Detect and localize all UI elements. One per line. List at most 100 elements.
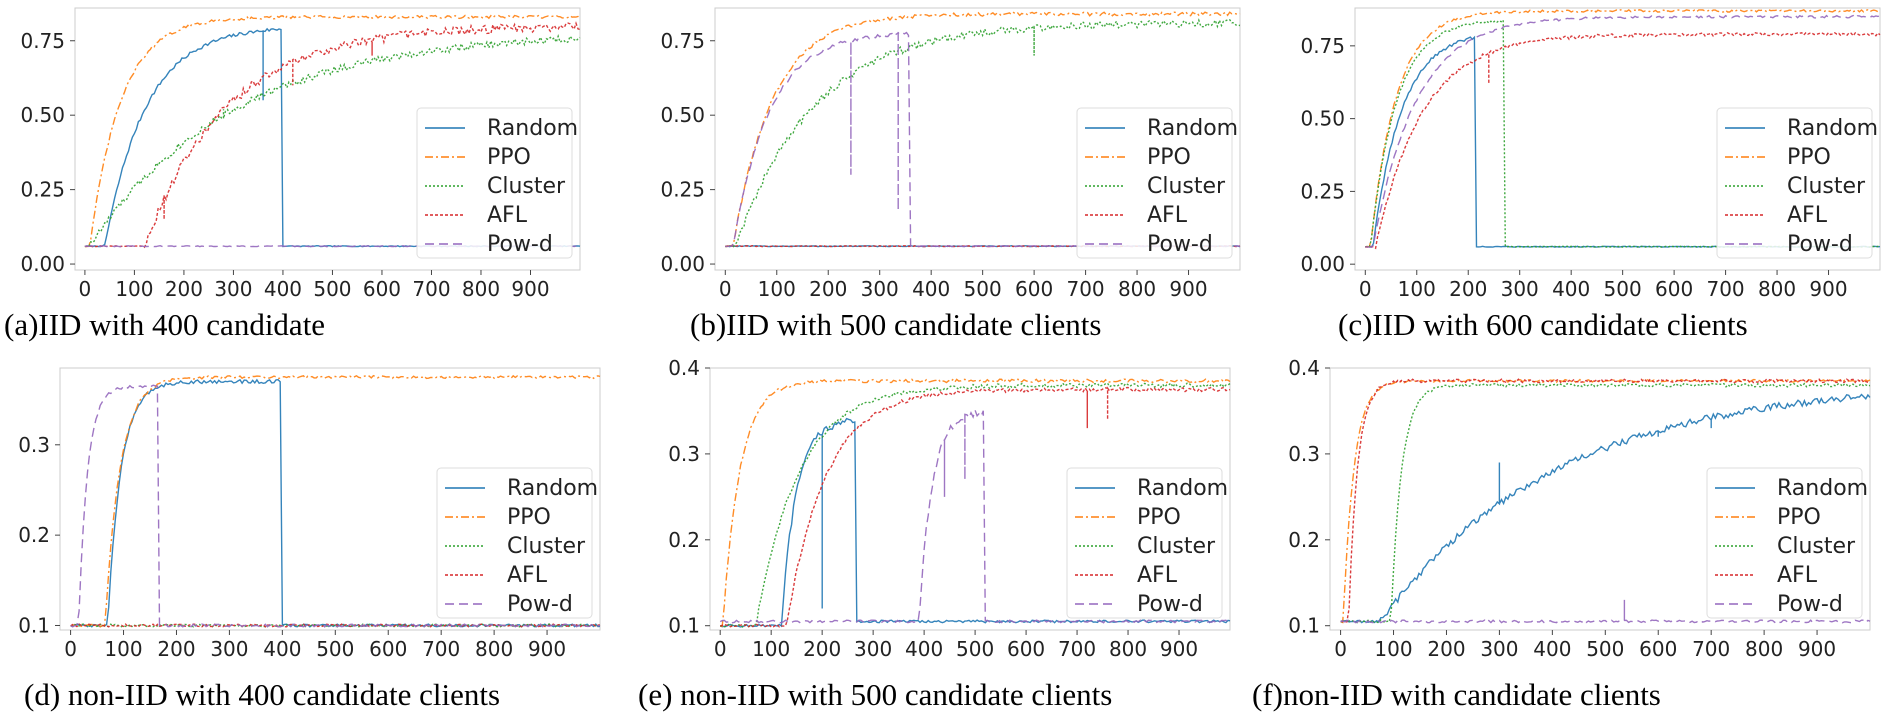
x-tick-label: 400 — [264, 277, 302, 301]
x-tick-label: 200 — [803, 637, 841, 661]
series-line-afl — [1365, 31, 1881, 250]
series-line-ppo — [720, 378, 1231, 628]
x-tick-label: 200 — [1427, 637, 1465, 661]
y-tick-label: 0.1 — [668, 614, 700, 638]
x-tick-label: 600 — [1639, 637, 1677, 661]
series-line-ppo — [725, 11, 1241, 248]
x-tick-label: 900 — [1798, 637, 1836, 661]
x-tick-label: 0 — [79, 277, 92, 301]
legend — [1076, 107, 1233, 259]
legend-label: Pow-d — [507, 592, 573, 617]
x-tick-label: 0 — [1334, 637, 1347, 661]
x-tick-label: 100 — [104, 637, 142, 661]
x-tick-label: 500 — [956, 637, 994, 661]
panel-e: (e) non-IID with 500 candidate clients 0… — [638, 356, 1231, 712]
legend — [436, 467, 593, 619]
x-tick-label: 800 — [1109, 637, 1147, 661]
legend-label: AFL — [487, 203, 528, 228]
plot-frame — [1329, 367, 1871, 631]
legend-label: Cluster — [487, 174, 566, 199]
series-line-cluster — [725, 18, 1241, 248]
x-tick-label: 400 — [905, 637, 943, 661]
y-tick-label: 0.3 — [1288, 442, 1320, 466]
x-tick-label: 200 — [157, 637, 195, 661]
panel-d: (d) non-IID with 400 candidate clients 0… — [18, 367, 601, 712]
legend — [1706, 467, 1863, 619]
legend-label: AFL — [1147, 203, 1188, 228]
panel-b: (b)IID with 500 candidate clients 0 100 20… — [660, 7, 1241, 342]
legend-label: AFL — [1137, 563, 1178, 588]
x-tick-label: 900 — [1160, 637, 1198, 661]
x-tick-label: 100 — [752, 637, 790, 661]
x-tick-label: 0 — [719, 277, 732, 301]
legend-label: PPO — [507, 505, 551, 530]
legend-label: PPO — [1777, 505, 1821, 530]
y-tick-label: 0.25 — [1300, 179, 1345, 203]
caption-b: (b)IID with 500 candidate clients — [690, 307, 1101, 342]
series-line-ppo — [70, 374, 601, 628]
x-tick-label: 200 — [165, 277, 203, 301]
legend-label: PPO — [1147, 145, 1191, 170]
x-tick-label: 700 — [1066, 277, 1104, 301]
y-tick-label: 0.25 — [660, 178, 705, 202]
caption-e: (e) non-IID with 500 candidate clients — [638, 677, 1112, 712]
y-tick-label: 0.50 — [20, 103, 65, 127]
y-tick-label: 0.00 — [660, 252, 705, 276]
y-tick-label: 0.1 — [1288, 614, 1320, 638]
y-tick-label: 0.75 — [1300, 34, 1345, 58]
x-tick-label: 500 — [313, 277, 351, 301]
caption-a: (a)IID with 400 candidate — [4, 307, 325, 342]
series-line-afl — [1340, 378, 1871, 623]
caption-c: (c)IID with 600 candidate clients — [1338, 307, 1748, 342]
y-tick-label: 0.4 — [668, 356, 700, 380]
series-line-afl — [84, 21, 581, 249]
x-tick-label: 800 — [1118, 277, 1156, 301]
x-tick-label: 400 — [1533, 637, 1571, 661]
legend-label: PPO — [1787, 145, 1831, 170]
x-tick-label: 600 — [369, 637, 407, 661]
legend-label: Random — [1777, 476, 1868, 501]
y-tick-label: 0.3 — [668, 442, 700, 466]
x-tick-label: 200 — [1449, 277, 1487, 301]
x-tick-label: 700 — [1058, 637, 1096, 661]
x-tick-label: 0 — [714, 637, 727, 661]
series-line-afl — [719, 386, 1231, 628]
x-tick-label: 500 — [964, 277, 1002, 301]
panel-f: (f)non-IID with candidate clients 0 100 20… — [1252, 356, 1871, 712]
legend-label: Random — [1137, 476, 1228, 501]
x-tick-label: 700 — [1692, 637, 1730, 661]
plot-frame — [714, 7, 1241, 271]
legend-label: Random — [1147, 116, 1238, 141]
x-tick-label: 0 — [1359, 277, 1372, 301]
x-tick-label: 300 — [861, 277, 899, 301]
x-tick-label: 800 — [462, 277, 500, 301]
legend-label: Pow-d — [1777, 592, 1843, 617]
legend-label: Cluster — [1137, 534, 1216, 559]
legend-label: Random — [507, 476, 598, 501]
series-line-random — [1340, 393, 1871, 624]
x-tick-label: 500 — [316, 637, 354, 661]
caption-d: (d) non-IID with 400 candidate clients — [24, 677, 500, 712]
x-tick-label: 900 — [1809, 277, 1847, 301]
x-tick-label: 100 — [115, 277, 153, 301]
legend-label: Pow-d — [1137, 592, 1203, 617]
legend-label: Pow-d — [487, 232, 553, 257]
y-tick-label: 0.50 — [1300, 107, 1345, 131]
x-tick-label: 400 — [263, 637, 301, 661]
legend-label: Pow-d — [1147, 232, 1213, 257]
legend-label: AFL — [1787, 203, 1828, 228]
legend — [416, 107, 573, 259]
x-tick-label: 700 — [1706, 277, 1744, 301]
legend-label: Cluster — [1777, 534, 1856, 559]
series-line-pow-d — [70, 384, 601, 628]
legend-label: AFL — [1777, 563, 1818, 588]
x-tick-label: 300 — [1480, 637, 1518, 661]
x-tick-label: 300 — [214, 277, 252, 301]
x-tick-label: 0 — [64, 637, 77, 661]
legend-label: AFL — [507, 563, 548, 588]
x-tick-label: 800 — [475, 637, 513, 661]
y-tick-label: 0.75 — [660, 29, 705, 53]
series-line-pow-d — [1365, 14, 1881, 248]
x-tick-label: 300 — [210, 637, 248, 661]
